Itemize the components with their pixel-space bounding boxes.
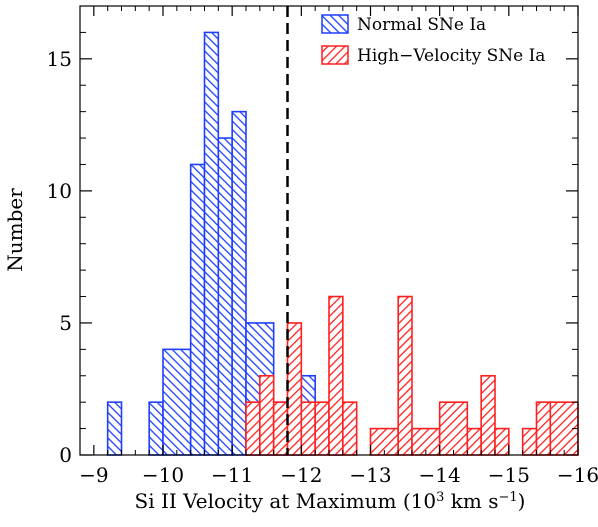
x-tick-label: −9 [79,463,108,487]
normal-bar-3 [189,163,206,456]
y-tick-label: 5 [59,311,72,335]
x-tick-label: −11 [211,463,253,487]
axis-ticks: −9 −10 −11 −12 −13 −14 −15 −16 0 5 10 15 [47,6,598,487]
high-velocity-sne-bars [245,295,579,456]
high-velocity-bar-1 [259,374,275,456]
normal-bar-6 [231,110,247,456]
legend-label-high-velocity: High−Velocity SNe Ia [357,46,545,66]
high-velocity-bar-4 [300,401,316,456]
high-velocity-bar-7 [342,401,358,456]
normal-sne-bars [106,31,344,456]
y-tick-label: 0 [59,443,72,467]
high-velocity-bar-14 [494,427,510,456]
high-velocity-bar-5 [314,401,330,456]
y-tick-label: 10 [47,179,72,203]
normal-bar-4 [203,31,220,456]
high-velocity-bar-9 [397,295,413,456]
legend-label-normal: Normal SNe Ia [357,15,486,35]
x-tick-label: −14 [419,463,461,487]
y-axis-label: Number [3,188,27,272]
high-velocity-bar-16 [535,401,552,456]
high-velocity-bar-15 [521,427,538,456]
x-tick-label: −15 [488,463,530,487]
high-velocity-bar-0 [245,401,261,456]
normal-bar-1 [148,401,164,456]
y-tick-label: 15 [47,47,72,71]
normal-bar-5 [217,137,233,456]
x-tick-label: −16 [557,463,598,487]
high-velocity-bar-11 [438,401,469,456]
high-velocity-bar-6 [328,295,344,456]
high-velocity-bar-2 [272,401,289,456]
high-velocity-bar-13 [480,374,496,456]
normal-bar-0 [106,401,123,456]
x-axis-label: Si II Velocity at Maximum (103 km s−1) [135,489,526,513]
legend-swatch-high-velocity [321,45,349,65]
normal-bar-2 [162,348,192,456]
high-velocity-bar-3 [286,322,303,456]
high-velocity-bar-12 [466,427,482,456]
legend: Normal SNe Ia High−Velocity SNe Ia [321,14,545,66]
x-tick-label: −12 [280,463,322,487]
x-tick-label: −13 [349,463,391,487]
x-tick-label: −10 [142,463,184,487]
legend-swatch-normal [321,14,349,34]
